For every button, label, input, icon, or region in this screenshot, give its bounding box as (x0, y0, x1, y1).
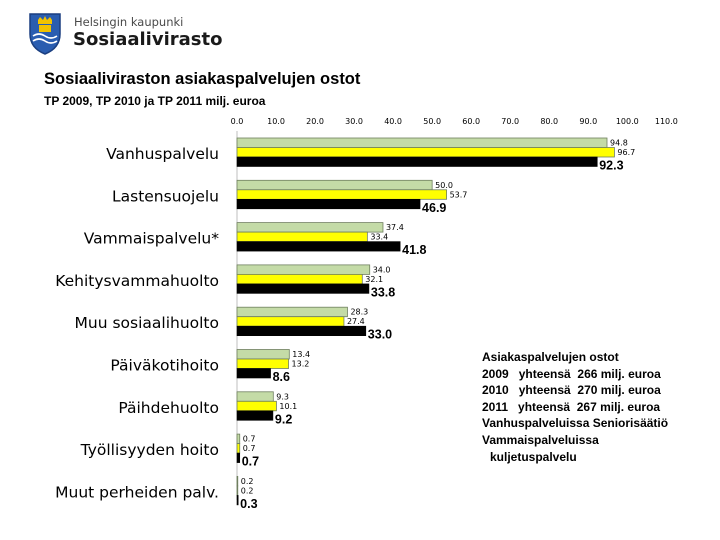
data-label: 10.1 (279, 402, 297, 411)
bar-tp-2009 (236, 179, 433, 191)
bar-tp-2009 (236, 475, 239, 487)
data-label: 53.7 (450, 190, 468, 199)
category-label: Kehitysvammahuolto (55, 272, 219, 290)
data-label: 94.8 (610, 139, 628, 148)
x-tick-label: 60.0 (462, 117, 480, 126)
data-label: 41.8 (402, 243, 426, 257)
note-line: Asiakaspalvelujen ostot (482, 350, 619, 364)
data-label: 33.8 (371, 285, 395, 299)
data-label: 9.2 (275, 412, 292, 426)
bar-tp-2011 (236, 495, 239, 506)
bar-tp-2011 (236, 325, 367, 337)
bar-tp-2009 (236, 391, 274, 402)
data-label: 28.3 (350, 308, 368, 317)
helsinki-crest-icon (29, 13, 61, 55)
category-label: Työllisyyden hoito (80, 441, 219, 459)
note-line: 2010 yhteensä 270 milj. euroa (482, 383, 661, 398)
note-line: Vammaispalveluissa (482, 432, 599, 447)
data-label: 46.9 (422, 201, 446, 215)
data-label: 92.3 (599, 159, 623, 173)
x-tick-label: 100.0 (616, 117, 639, 126)
chart-title: Sosiaaliviraston asiakaspalvelujen ostot (44, 70, 361, 88)
x-tick-label: 50.0 (423, 117, 441, 126)
data-label: 9.3 (276, 392, 289, 401)
header-logo: Helsingin kaupunki Sosiaalivirasto (28, 12, 268, 56)
bar-tp-2010 (236, 147, 615, 158)
bar-tp-2011 (236, 241, 401, 252)
note-line: 2011 yhteensä 267 milj. euroa (482, 399, 661, 414)
data-label: 37.4 (386, 223, 404, 232)
bar-tp-2009 (236, 137, 608, 148)
x-tick-label: 40.0 (384, 117, 402, 126)
x-tick-label: 70.0 (501, 117, 519, 126)
data-label: 0.2 (241, 477, 254, 486)
bar-tp-2010 (236, 189, 447, 200)
category-label: Vammaispalvelu* (84, 230, 219, 248)
bar-tp-2010 (236, 273, 363, 285)
data-label: 33.4 (370, 233, 388, 242)
bar-tp-2010 (236, 485, 239, 496)
bar-tp-2011 (236, 283, 370, 294)
data-label: 27.4 (347, 317, 365, 326)
bar-tp-2010 (236, 358, 289, 369)
bar-tp-2010 (236, 400, 277, 412)
org-subtitle: Helsingin kaupunki (74, 15, 184, 29)
bar-tp-2010 (236, 443, 241, 454)
x-tick-label: 0.0 (231, 117, 244, 126)
data-label: 50.0 (435, 181, 453, 190)
data-label: 0.2 (241, 486, 254, 495)
data-label: 8.6 (273, 370, 290, 384)
category-label: Muu sosiaalihuolto (75, 314, 220, 332)
data-label: 34.0 (373, 265, 391, 274)
bar-tp-2011 (236, 156, 598, 167)
x-tick-label: 30.0 (345, 117, 363, 126)
note-line: 2009 yhteensä 266 milj. euroa (482, 366, 661, 381)
x-tick-label: 80.0 (540, 117, 558, 126)
bar-tp-2010 (236, 231, 368, 243)
bar-tp-2011 (236, 410, 274, 421)
data-label: 32.1 (365, 275, 383, 284)
category-label: Päiväkotihoito (110, 357, 219, 375)
bar-tp-2010 (236, 316, 345, 327)
bar-tp-2011 (236, 452, 241, 463)
note-line: Vanhuspalveluissa Seniorisäätiö (482, 416, 669, 431)
data-label: 33.0 (368, 328, 392, 342)
category-label: Päihdehuolto (118, 399, 219, 417)
bar-tp-2011 (236, 199, 421, 210)
data-label: 13.2 (292, 360, 310, 369)
category-label: Muut perheiden palv. (55, 483, 219, 501)
bar-tp-2009 (236, 222, 384, 233)
bar-tp-2011 (236, 368, 271, 379)
data-label: 0.7 (243, 435, 256, 444)
bar-tp-2009 (236, 349, 290, 360)
data-label: 0.7 (243, 444, 256, 453)
bar-tp-2009 (236, 433, 241, 445)
data-label: 96.7 (617, 148, 635, 157)
data-label: 0.3 (240, 497, 257, 511)
data-label: 0.7 (242, 455, 259, 469)
x-tick-label: 10.0 (267, 117, 285, 126)
x-tick-label: 90.0 (579, 117, 597, 126)
x-tick-label: 110.0 (655, 117, 678, 126)
category-label: Lastensuojelu (112, 187, 219, 205)
note-line: kuljetuspalvelu (490, 449, 577, 464)
bar-tp-2009 (236, 306, 348, 318)
chart-subtitle: TP 2009, TP 2010 ja TP 2011 milj. euroa (44, 94, 266, 108)
category-label: Vanhuspalvelu (106, 145, 219, 163)
bar-tp-2009 (236, 264, 371, 275)
x-tick-label: 20.0 (306, 117, 324, 126)
summary-note: Asiakaspalvelujen ostot 2009 yhteensä 26… (482, 349, 668, 465)
data-label: 13.4 (292, 350, 310, 359)
org-name: Sosiaalivirasto (73, 29, 223, 50)
